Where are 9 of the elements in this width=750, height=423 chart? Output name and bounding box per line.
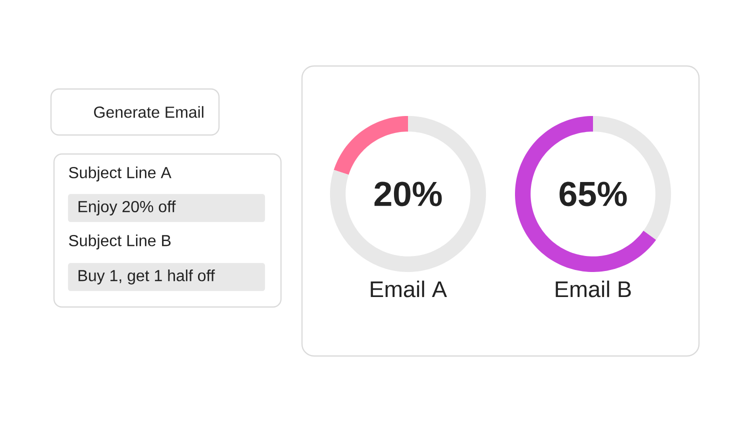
text: Email B	[556, 280, 631, 298]
text: 20%	[374, 182, 442, 206]
text: Enjoy 20% off	[78, 200, 176, 216]
text: Subject Line B	[69, 234, 171, 250]
text: Subject Line A	[69, 166, 172, 182]
text: Buy 1, get 1 half off	[78, 270, 215, 284]
text: 65%	[560, 182, 627, 206]
text: Generate Email	[94, 106, 204, 118]
text: Email A	[370, 280, 447, 298]
